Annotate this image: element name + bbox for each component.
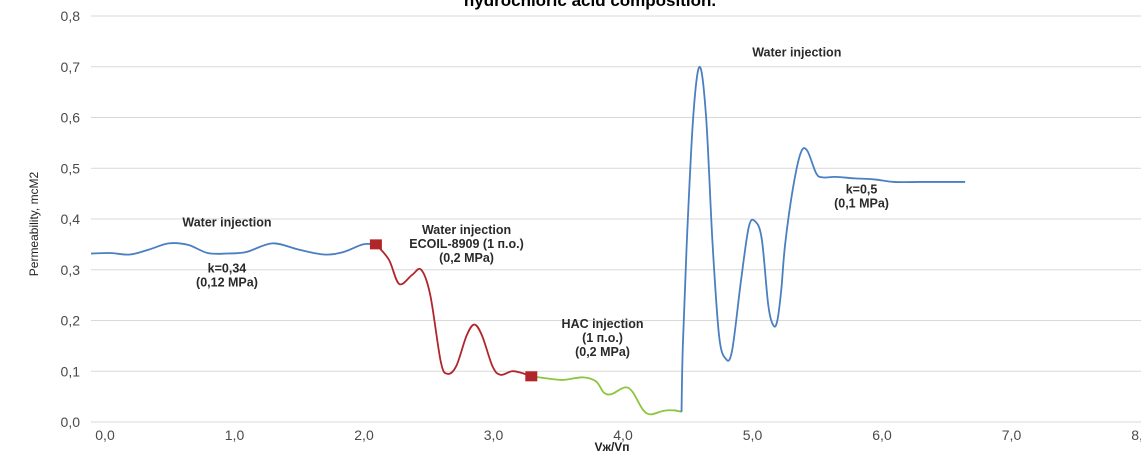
y-axis-ticks: 0,0 0,1 0,2 0,3 0,4 0,5 0,6 0,7 0,8 xyxy=(61,8,81,430)
series-line-1 xyxy=(90,242,376,256)
y-tick-label: 0,2 xyxy=(61,313,81,329)
annotation-label: HAC injection (1 п.о.) (0,2 MPa) xyxy=(562,317,644,359)
x-tick-label: 3,0 xyxy=(484,427,504,443)
annotation-label: k=0,5 (0,1 MPa) xyxy=(834,183,889,211)
annotations: Water injection k=0,34 (0,12 MPa) Water inj… xyxy=(182,46,889,360)
y-tick-label: 0,6 xyxy=(61,110,81,126)
x-tick-label: 8,0 xyxy=(1131,427,1141,443)
y-axis-label: Permeability, mcM2 xyxy=(27,171,41,276)
x-axis-label: Vж/Vп xyxy=(594,440,629,454)
x-tick-label: 4,0 xyxy=(613,427,633,443)
x-tick-label: 6,0 xyxy=(872,427,892,443)
x-axis-ticks: 0,0 1,0 2,0 3,0 4,0 5,0 6,0 7,0 8,0 xyxy=(95,427,1141,443)
x-tick-label: 7,0 xyxy=(1002,427,1022,443)
y-tick-label: 0,5 xyxy=(61,160,81,176)
point-marker xyxy=(525,371,538,382)
chart-title: hydrochloric acid composition. xyxy=(464,0,716,10)
x-tick-label: 1,0 xyxy=(225,427,245,443)
y-tick-label: 0,0 xyxy=(61,414,81,430)
x-tick-label: 2,0 xyxy=(354,427,374,443)
y-tick-label: 0,4 xyxy=(61,211,81,227)
y-tick-label: 0,3 xyxy=(61,262,81,278)
series-line-2 xyxy=(375,243,532,378)
y-tick-label: 0,8 xyxy=(61,8,81,24)
annotation-label: k=0,34 (0,12 MPa) xyxy=(196,261,258,289)
data-lines xyxy=(90,65,966,416)
annotation-label: Water injection xyxy=(752,46,841,60)
grid xyxy=(91,15,1141,423)
series-line-4 xyxy=(680,65,966,412)
annotation-label: Water injection xyxy=(182,216,271,230)
point-marker xyxy=(369,239,382,250)
y-tick-label: 0,7 xyxy=(61,59,81,75)
y-tick-label: 0,1 xyxy=(61,363,81,379)
data-markers xyxy=(369,239,538,382)
x-tick-label: 0,0 xyxy=(95,427,115,443)
x-tick-label: 5,0 xyxy=(743,427,763,443)
series-line-3 xyxy=(531,375,682,416)
annotation-label: Water injection ECOIL-8909 (1 п.о.) (0,2 M… xyxy=(409,223,524,265)
